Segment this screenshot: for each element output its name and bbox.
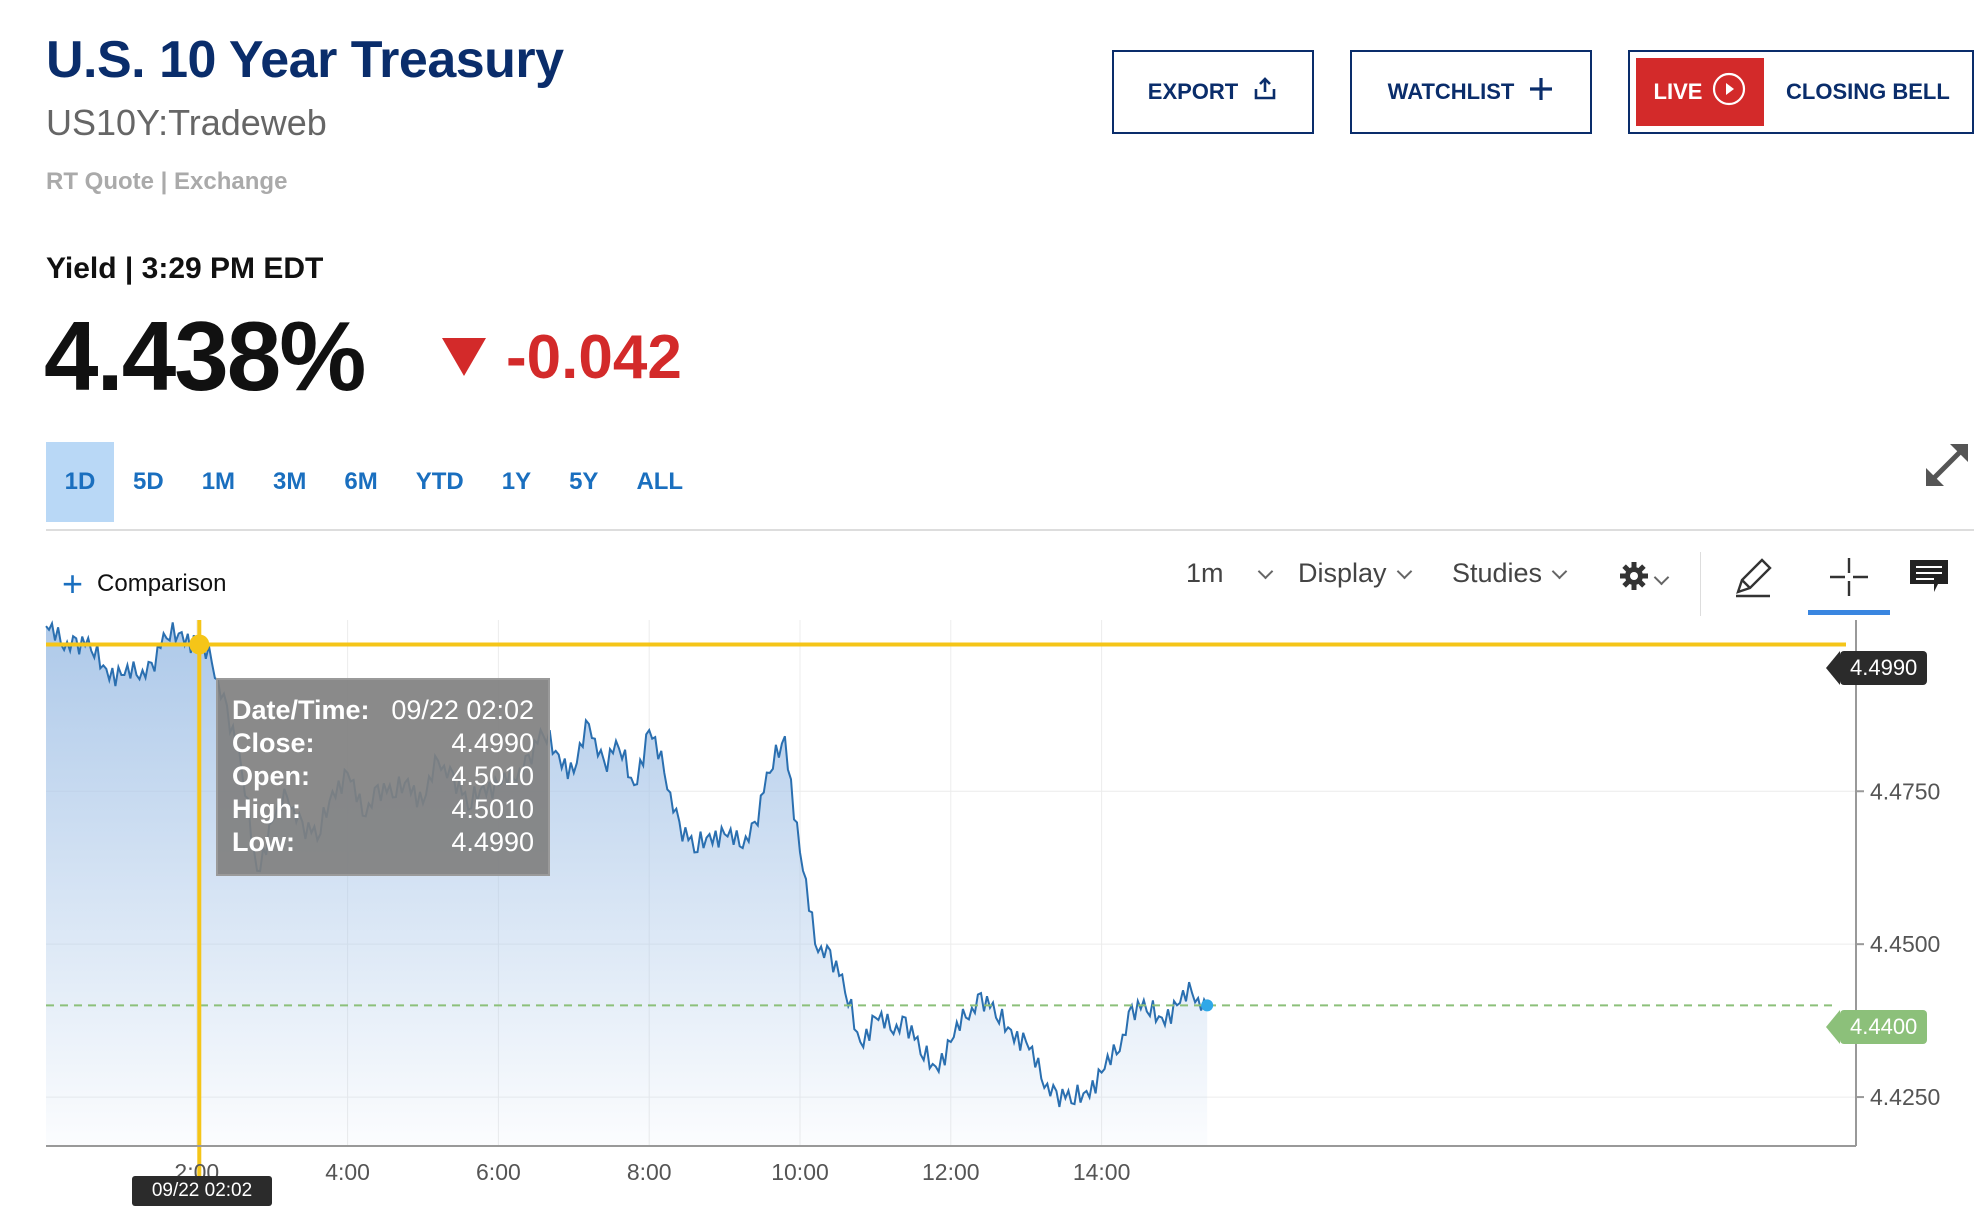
- yield-timestamp: Yield | 3:29 PM EDT: [46, 252, 324, 285]
- live-label: LIVE: [1653, 79, 1703, 104]
- tooltip-row: Date/Time: 09/22 02:02: [232, 695, 534, 725]
- comment-icon[interactable]: [1904, 552, 1954, 602]
- x-axis-ticks: 2:00 4:00 6:00 8:00 10:00 12:00 14:00: [174, 1159, 1130, 1185]
- plus-icon: +: [62, 563, 84, 604]
- x-tick-label: 12:00: [922, 1159, 980, 1185]
- watchlist-button[interactable]: WATCHLIST: [1350, 50, 1592, 134]
- crosshair-time-tag: 09/22 02:02: [132, 1176, 272, 1206]
- last-price-dot: [1201, 999, 1214, 1012]
- toolbar-divider: [1700, 552, 1701, 616]
- chevron-down-icon: [1653, 569, 1670, 586]
- range-3m[interactable]: 3M: [273, 468, 307, 495]
- range-selector: 1D 5D 1M 3M 6M YTD 1Y 5Y ALL: [46, 442, 702, 522]
- range-1m[interactable]: 1M: [201, 468, 236, 495]
- crosshair-icon[interactable]: [1824, 552, 1874, 602]
- tooltip-row: Close: 4.4990: [232, 728, 534, 758]
- display-dropdown[interactable]: Display: [1298, 558, 1412, 589]
- y-tick-label: 4.4250: [1870, 1084, 1940, 1110]
- export-label: EXPORT: [1147, 79, 1239, 104]
- last-price-tag: 4.4400: [1825, 1010, 1928, 1044]
- down-triangle-icon: [442, 338, 486, 376]
- closing-bell-label: CLOSING BELL: [1786, 79, 1950, 104]
- settings-dropdown[interactable]: [1618, 560, 1670, 599]
- x-tick-label: 6:00: [476, 1159, 521, 1185]
- range-all[interactable]: ALL: [636, 468, 684, 495]
- x-tick-label: 4:00: [325, 1159, 370, 1185]
- x-tick-label: 14:00: [1073, 1159, 1131, 1185]
- share-icon: [1252, 76, 1278, 108]
- export-button[interactable]: EXPORT: [1112, 50, 1314, 134]
- interval-label: 1m: [1186, 558, 1224, 588]
- expand-icon[interactable]: [1920, 438, 1974, 492]
- last-price: 4.438%: [44, 301, 366, 411]
- range-6m[interactable]: 6M: [344, 468, 378, 495]
- play-circle-icon: [1712, 72, 1746, 112]
- x-tick-label: 10:00: [771, 1159, 829, 1185]
- plus-icon: [1528, 76, 1554, 108]
- range-divider: [46, 529, 1974, 531]
- chevron-down-icon: [1396, 563, 1412, 580]
- chevron-down-icon: [1257, 563, 1273, 580]
- live-badge: LIVE: [1636, 58, 1764, 126]
- studies-label: Studies: [1452, 558, 1543, 588]
- tooltip-row: Low: 4.4990: [232, 827, 534, 857]
- x-tick-label: 8:00: [627, 1159, 672, 1185]
- price-change: -0.042: [506, 323, 682, 392]
- display-label: Display: [1298, 558, 1387, 588]
- y-tick-label: 4.4750: [1870, 778, 1940, 804]
- range-5d[interactable]: 5D: [133, 468, 164, 495]
- live-closing-bell-button[interactable]: LIVE CLOSING BELL: [1628, 50, 1974, 134]
- range-5y[interactable]: 5Y: [569, 468, 599, 495]
- range-1d[interactable]: 1D: [46, 442, 114, 522]
- page-title: U.S. 10 Year Treasury: [46, 31, 564, 89]
- hover-tooltip: Date/Time: 09/22 02:02 Close: 4.4990 Open:…: [216, 678, 550, 876]
- comparison-label: Comparison: [97, 570, 227, 597]
- tooltip-row: High: 4.5010: [232, 794, 534, 824]
- watchlist-label: WATCHLIST: [1387, 79, 1515, 104]
- crosshair-price-tag: 4.4990: [1825, 651, 1928, 685]
- price-chart[interactable]: 2:00 4:00 6:00 8:00 10:00 12:00 14:00 4.47504.…: [0, 600, 1984, 1214]
- chevron-down-icon: [1551, 563, 1568, 580]
- crosshair-dot: [189, 634, 210, 655]
- comparison-button[interactable]: + Comparison: [62, 566, 226, 602]
- price-area: [46, 622, 1208, 1146]
- active-tool-indicator: [1808, 610, 1890, 615]
- symbol-label: US10Y:Tradeweb: [46, 102, 327, 143]
- y-axis-ticks: 4.4750 4.4500 4.4250: [1856, 778, 1940, 1110]
- y-tick-label: 4.4500: [1870, 931, 1940, 957]
- range-1y[interactable]: 1Y: [501, 468, 532, 495]
- quote-meta: RT Quote | Exchange: [46, 168, 288, 195]
- studies-dropdown[interactable]: Studies: [1452, 558, 1568, 589]
- range-ytd[interactable]: YTD: [415, 468, 464, 495]
- pencil-icon[interactable]: [1728, 552, 1778, 602]
- tooltip-row: Open: 4.5010: [232, 761, 534, 791]
- gear-icon: [1618, 560, 1650, 599]
- interval-dropdown[interactable]: 1m: [1186, 558, 1273, 589]
